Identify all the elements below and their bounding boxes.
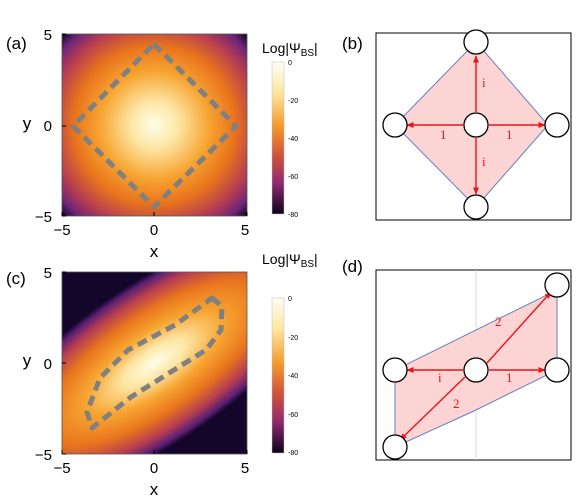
y-tick-label: 5 [44, 27, 52, 44]
panel-d: (d) 2 2 i 1 [342, 257, 572, 461]
site-node [463, 29, 489, 55]
site-node [544, 112, 570, 138]
arrow [486, 291, 552, 364]
edge-label: 1 [506, 370, 513, 385]
colorbar-tick: -40 [288, 136, 298, 143]
y-tick-label: −5 [35, 447, 52, 464]
x-axis: −5 0 5 x [53, 212, 249, 261]
y-tick-label: −5 [35, 209, 52, 226]
panel-label: (b) [342, 34, 363, 53]
hopping-arrows [399, 291, 552, 441]
panel-a: (a) −5 0 5 x 5 0 −5 y Log|ΨBS| 0 [6, 27, 318, 261]
edge-labels: 1 1 i i [440, 75, 513, 169]
site-node [463, 357, 489, 383]
colorbar-gradient [271, 297, 285, 454]
site-node [382, 357, 408, 383]
site-node [544, 357, 570, 383]
edge-label: 2 [495, 314, 502, 329]
lattice-sites [382, 29, 570, 220]
x-axis-label: x [150, 480, 159, 499]
contour-line [84, 295, 225, 431]
edge-label: 2 [453, 396, 460, 411]
panel-b: (b) 1 1 i i [342, 29, 572, 221]
colorbar-tick: 0 [288, 60, 292, 67]
site-node [544, 272, 570, 298]
x-tick-label: −5 [53, 222, 70, 239]
site-node [382, 112, 408, 138]
arrow [399, 376, 466, 441]
x-tick-label: 5 [241, 460, 249, 477]
x-tick-label: −5 [53, 460, 70, 477]
edge-label: i [438, 370, 442, 385]
panel-c: (c) −5 0 5 x 5 0 −5 y Log|ΨBS| 0 [6, 251, 318, 499]
colorbar: Log|ΨBS| 0 -20 -40 -60 -80 [262, 251, 318, 457]
hopping-arrows [406, 55, 546, 195]
edge-label: 1 [440, 127, 447, 142]
site-node [463, 194, 489, 220]
colorbar-gradient [271, 61, 285, 215]
colorbar-tick: -60 [288, 412, 298, 419]
edge-labels: 2 2 i 1 [438, 314, 513, 411]
x-tick-label: 0 [150, 460, 158, 477]
edge-label: 1 [506, 127, 513, 142]
panel-label: (a) [6, 34, 27, 53]
edge-label: i [482, 75, 486, 90]
y-axis: 5 0 −5 y [23, 265, 66, 464]
colorbar-tick: -20 [288, 98, 298, 105]
heatmap [62, 272, 247, 454]
colorbar-tick: 0 [288, 296, 292, 303]
colorbar-title: Log|ΨBS| [262, 40, 318, 59]
y-axis: 5 0 −5 y [23, 27, 66, 226]
panel-label: (c) [6, 269, 26, 288]
colorbar-tick: -60 [288, 174, 298, 181]
site-node [382, 434, 408, 460]
x-tick-label: 0 [150, 222, 158, 239]
x-axis: −5 0 5 x [53, 450, 249, 499]
y-tick-label: 5 [44, 265, 52, 282]
colorbar: Log|ΨBS| 0 -20 -40 -60 -80 [262, 40, 318, 219]
y-tick-label: 0 [44, 356, 52, 373]
x-tick-label: 5 [241, 222, 249, 239]
y-axis-label: y [23, 114, 32, 133]
edge-label: i [482, 154, 486, 169]
y-axis-label: y [23, 351, 32, 370]
y-tick-label: 0 [44, 118, 52, 135]
contour-line [70, 41, 239, 210]
heatmap [62, 34, 247, 216]
colorbar-tick: -80 [288, 212, 298, 219]
colorbar-title: Log|ΨBS| [262, 251, 318, 270]
colorbar-tick: -40 [288, 373, 298, 380]
site-node [463, 112, 489, 138]
panel-label: (d) [342, 257, 363, 276]
colorbar-tick: -80 [288, 450, 298, 457]
colorbar-tick: -20 [288, 335, 298, 342]
lattice-sites [382, 272, 570, 460]
x-axis-label: x [150, 242, 159, 261]
